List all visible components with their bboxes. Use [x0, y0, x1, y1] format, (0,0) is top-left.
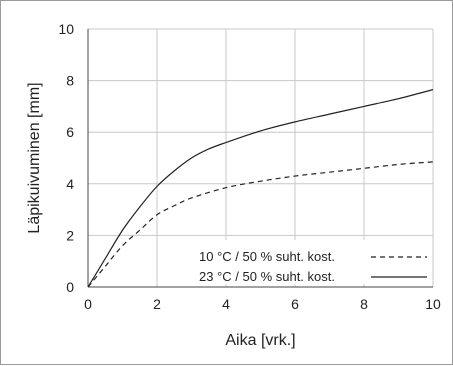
y-tick-label: 0	[66, 279, 74, 295]
tick-labels: 0 2 4 6 8 10 0 2 4 6 8 10	[58, 21, 441, 312]
x-tick-label: 6	[291, 296, 299, 312]
x-tick-label: 4	[222, 296, 230, 312]
x-tick-label: 0	[84, 296, 92, 312]
series-line-10c	[87, 161, 434, 288]
y-tick-label: 2	[66, 227, 74, 243]
x-tick-label: 8	[360, 296, 368, 312]
legend-entry-label: 10 °C / 50 % suht. kost.	[199, 249, 335, 264]
legend: 10 °C / 50 % suht. kost. 23 °C / 50 % su…	[194, 240, 430, 284]
y-axis-label: Läpikuivuminen [mm]	[26, 82, 43, 233]
y-tick-label: 10	[58, 21, 74, 37]
x-tick-label: 2	[153, 296, 161, 312]
y-tick-label: 4	[66, 176, 74, 192]
legend-entry-label: 23 °C / 50 % suht. kost.	[199, 269, 335, 284]
x-tick-label: 10	[425, 296, 441, 312]
x-axis-label: Aika [vrk.]	[225, 332, 295, 349]
axes	[87, 29, 433, 288]
series-lines	[87, 89, 434, 288]
y-tick-label: 8	[66, 73, 74, 89]
series-line-23c	[87, 89, 434, 288]
y-tick-label: 6	[66, 124, 74, 140]
